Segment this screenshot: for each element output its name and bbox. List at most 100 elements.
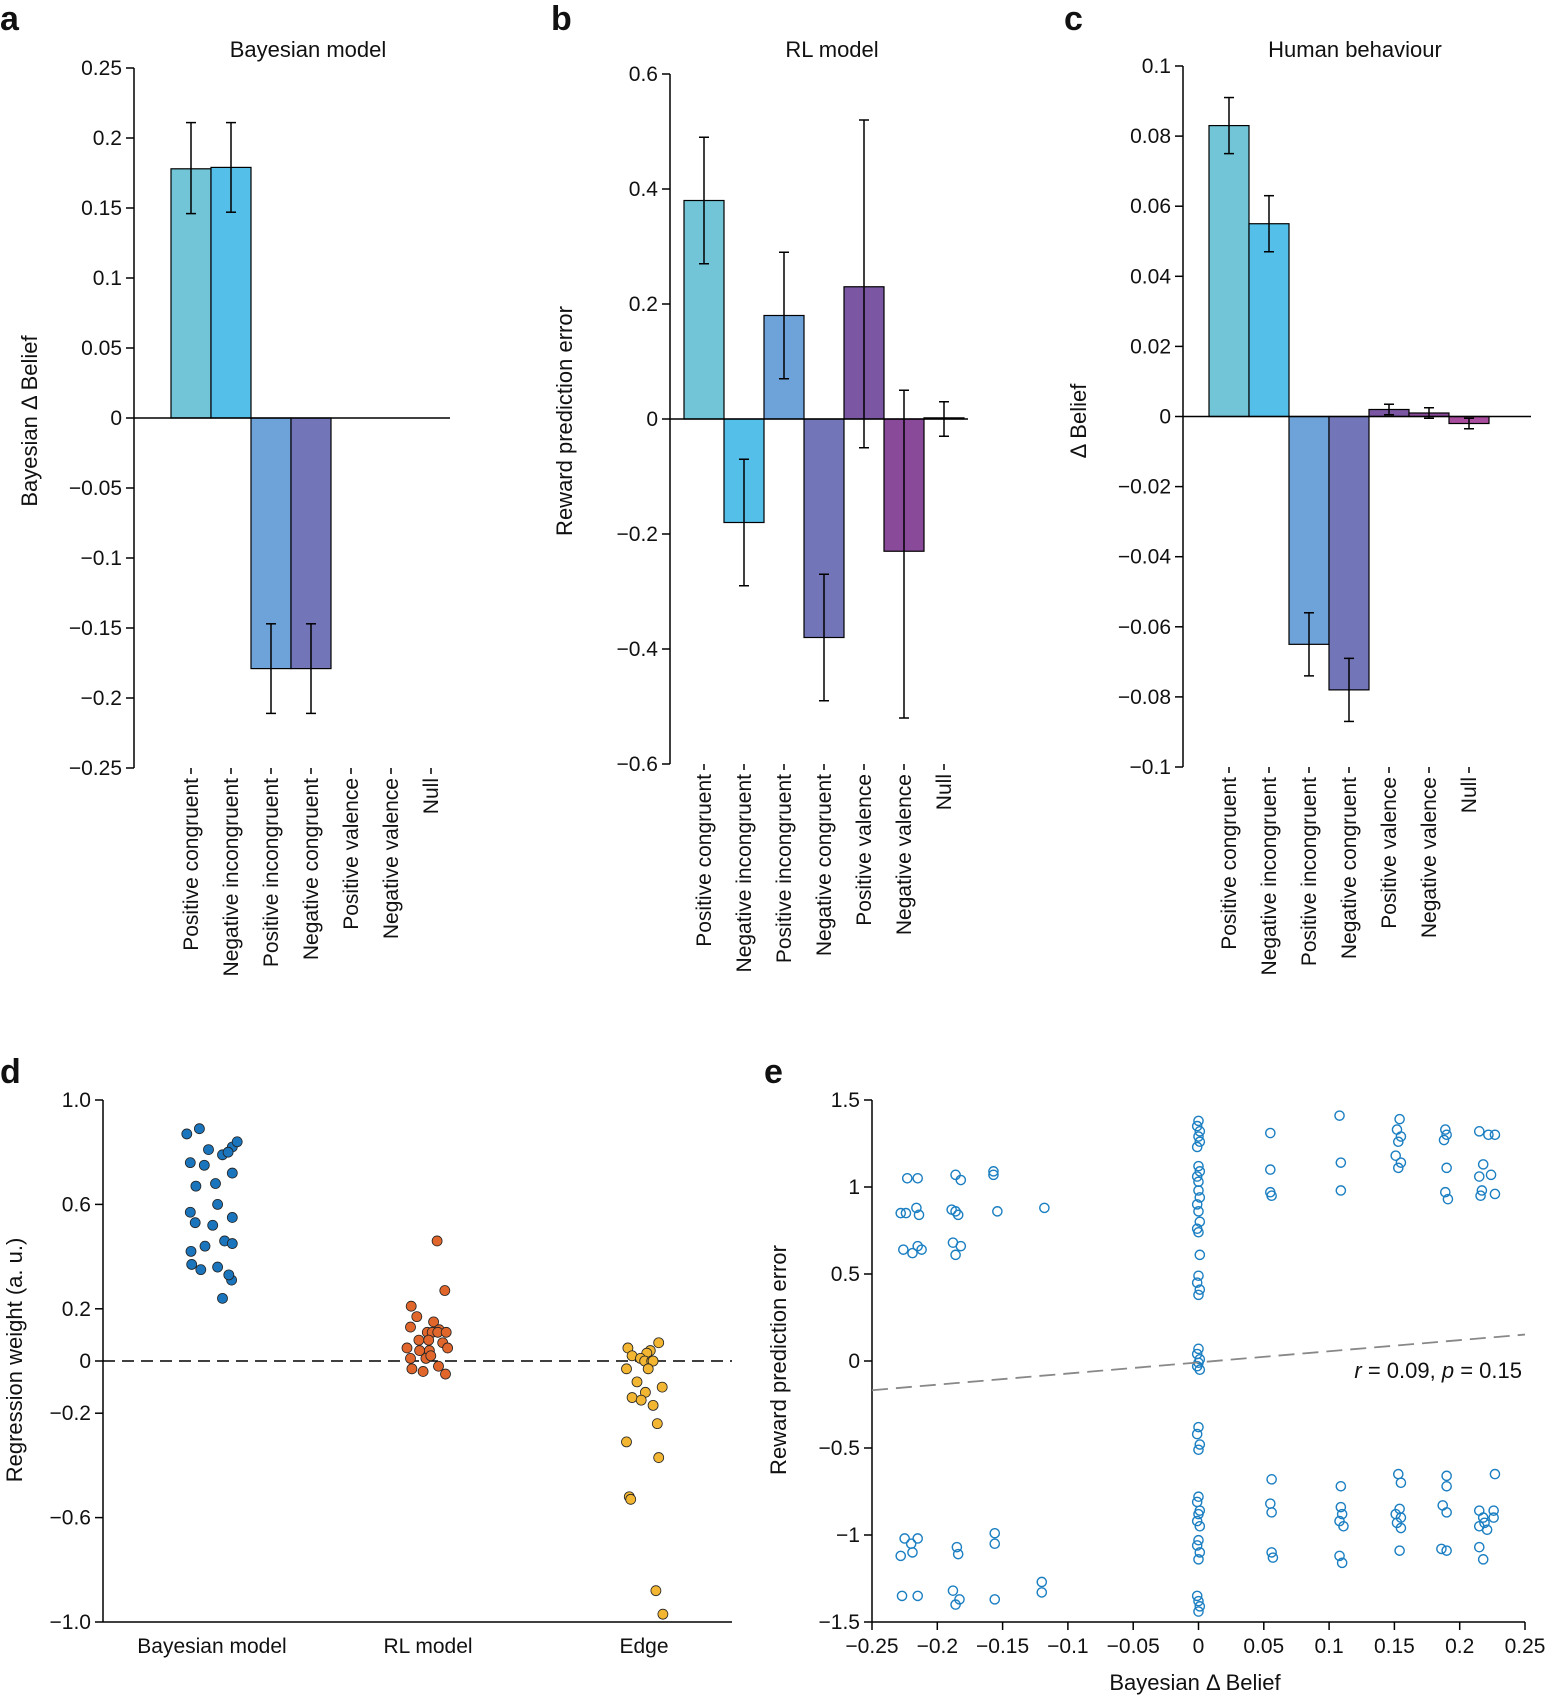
- dot-rl-model: [405, 1300, 417, 1312]
- y-tick-label: 0.6: [629, 63, 658, 86]
- y-tick-label: −0.6: [617, 753, 658, 776]
- dot-edge: [631, 1376, 643, 1388]
- category-label: Positive incongruent: [260, 778, 283, 967]
- scatter-point: [1193, 1131, 1204, 1142]
- scatter-point: [1193, 1491, 1204, 1503]
- scatter-point: [1393, 1468, 1404, 1480]
- scatter-point: [1441, 1162, 1452, 1174]
- annotation-r-symbol: r: [1354, 1358, 1363, 1383]
- dot-rl-model: [413, 1334, 425, 1346]
- y-tick-label: 0.15: [81, 197, 122, 220]
- scatter-point: [1473, 1541, 1485, 1553]
- y-tick-label: 0.04: [1130, 265, 1171, 288]
- scatter-point: [1266, 1190, 1277, 1201]
- dot-edge: [621, 1436, 632, 1448]
- panel-b-title: RL model: [785, 37, 878, 62]
- dot-bayesian-model: [226, 1212, 238, 1223]
- dot-bayesian-model: [185, 1245, 197, 1257]
- panel-a-y-ticks: 0.25 0.2 0.15 0.1 0.05 0 −0.05 −0.1 −0.15 −0.2 −0.…: [69, 57, 135, 780]
- y-tick-label: −0.15: [69, 617, 122, 640]
- y-tick-label: −0.06: [1118, 616, 1171, 639]
- panel-a-ylabel: Bayesian Δ Belief: [17, 334, 42, 506]
- scatter-point: [1194, 1521, 1206, 1532]
- scatter-point: [1265, 1498, 1276, 1509]
- y-tick-label: 1.5: [831, 1089, 860, 1112]
- dot-rl-model: [425, 1350, 437, 1362]
- category-label: RL model: [383, 1635, 472, 1658]
- scatter-point: [1036, 1576, 1048, 1588]
- scatter-point: [1193, 1606, 1204, 1617]
- scatter-point: [1194, 1192, 1206, 1203]
- category-label: Positive congruent: [180, 778, 203, 951]
- panel-e-scatter: e Reward prediction error Bayesian Δ Bel…: [764, 1053, 1545, 1695]
- dot-bayesian-model: [184, 1206, 196, 1218]
- y-tick-label: 0.02: [1130, 335, 1171, 358]
- bar-positive-incongruent: [1288, 415, 1330, 645]
- dot-bayesian-model: [217, 1292, 228, 1304]
- category-label: Positive valence: [1378, 777, 1401, 929]
- y-tick-label: 0.6: [62, 1193, 91, 1216]
- dot-edge: [635, 1394, 647, 1406]
- annotation-r-value: = 0.09,: [1362, 1358, 1442, 1383]
- scatter-point: [1193, 1534, 1204, 1546]
- scatter-point: [1191, 1540, 1203, 1551]
- dot-rl-model: [411, 1311, 423, 1323]
- category-label: Positive valence: [853, 774, 876, 926]
- dot-rl-model: [406, 1363, 418, 1375]
- x-tick-label: −0.2: [917, 1635, 958, 1658]
- scatter-point: [1441, 1545, 1452, 1556]
- dot-rl-model: [442, 1342, 454, 1354]
- y-tick-label: 0: [646, 408, 658, 431]
- y-tick-label: 0.4: [629, 178, 659, 201]
- scatter-point: [1193, 1421, 1204, 1433]
- x-tick-label: −0.1: [1047, 1635, 1088, 1658]
- x-tick-label: 0.1: [1314, 1635, 1343, 1658]
- x-tick-label: 0.25: [1505, 1635, 1546, 1658]
- dot-rl-model: [428, 1316, 440, 1328]
- bar-positive-congruent: [1208, 124, 1250, 418]
- scatter-point: [1191, 1171, 1203, 1182]
- scatter-point: [1194, 1439, 1206, 1450]
- scatter-point: [1390, 1150, 1402, 1161]
- scatter-point: [1266, 1507, 1277, 1518]
- scatter-point: [1334, 1110, 1345, 1121]
- panel-d-ylabel: Regression weight (a. u.): [2, 1238, 27, 1483]
- scatter-point: [1335, 1501, 1347, 1513]
- panel-e-ylabel: Reward prediction error: [766, 1245, 791, 1475]
- scatter-point: [1391, 1124, 1403, 1135]
- category-label: Bayesian model: [137, 1635, 286, 1658]
- scatter-point: [1395, 1157, 1407, 1168]
- scatter-point: [1194, 1216, 1206, 1228]
- scatter-point: [989, 1594, 1001, 1605]
- y-tick-label: −0.02: [1118, 476, 1171, 499]
- scatter-point: [950, 1249, 961, 1261]
- scatter-point: [1395, 1131, 1407, 1142]
- scatter-point: [1193, 1176, 1204, 1188]
- scatter-point: [1473, 1171, 1485, 1182]
- dot-rl-model: [423, 1334, 435, 1346]
- scatter-point: [1191, 1199, 1203, 1210]
- y-tick-label: −1.5: [819, 1611, 860, 1634]
- category-label: Negative valence: [893, 774, 916, 935]
- scatter-point: [899, 1533, 910, 1544]
- dot-bayesian-model: [189, 1217, 201, 1229]
- dot-bayesian-model: [184, 1157, 196, 1169]
- scatter-point: [1194, 1136, 1206, 1148]
- scatter-point: [1441, 1470, 1452, 1482]
- panel-e-x-ticks: −0.25 −0.2 −0.15 −0.1 −0.05 0 0.05 0.1 0.15 0.2 0.…: [845, 1621, 1546, 1658]
- dot-edge: [647, 1399, 659, 1411]
- scatter-point: [1193, 1289, 1204, 1301]
- dot-bayesian-model: [190, 1180, 202, 1192]
- scatter-point: [1191, 1141, 1203, 1153]
- panel-label-b: b: [551, 0, 572, 38]
- scatter-point: [1194, 1249, 1206, 1261]
- x-tick-label: −0.05: [1107, 1635, 1160, 1658]
- dot-rl-model: [439, 1285, 451, 1296]
- dot-rl-model: [417, 1366, 429, 1377]
- scatter-point: [907, 1547, 918, 1558]
- scatter-point: [1194, 1601, 1206, 1612]
- dot-bayesian-model: [212, 1199, 224, 1210]
- annotation-p-value: = 0.15: [1454, 1358, 1522, 1383]
- scatter-point: [1395, 1477, 1407, 1489]
